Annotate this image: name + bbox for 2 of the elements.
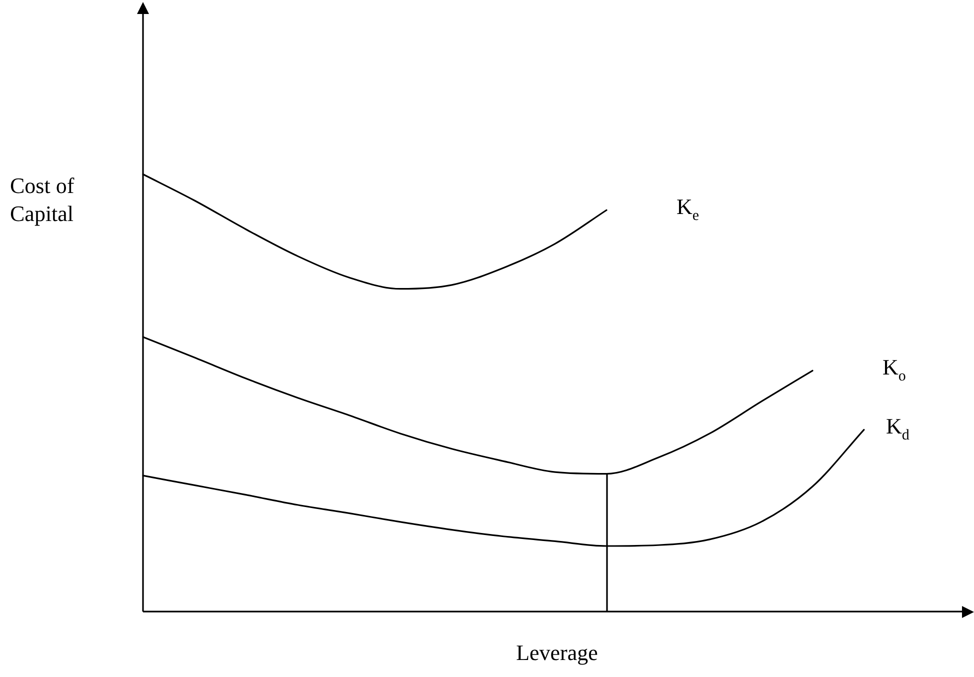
x-axis-title: Leverage xyxy=(516,640,598,665)
y-axis-title: Cost of Capital xyxy=(10,172,76,228)
